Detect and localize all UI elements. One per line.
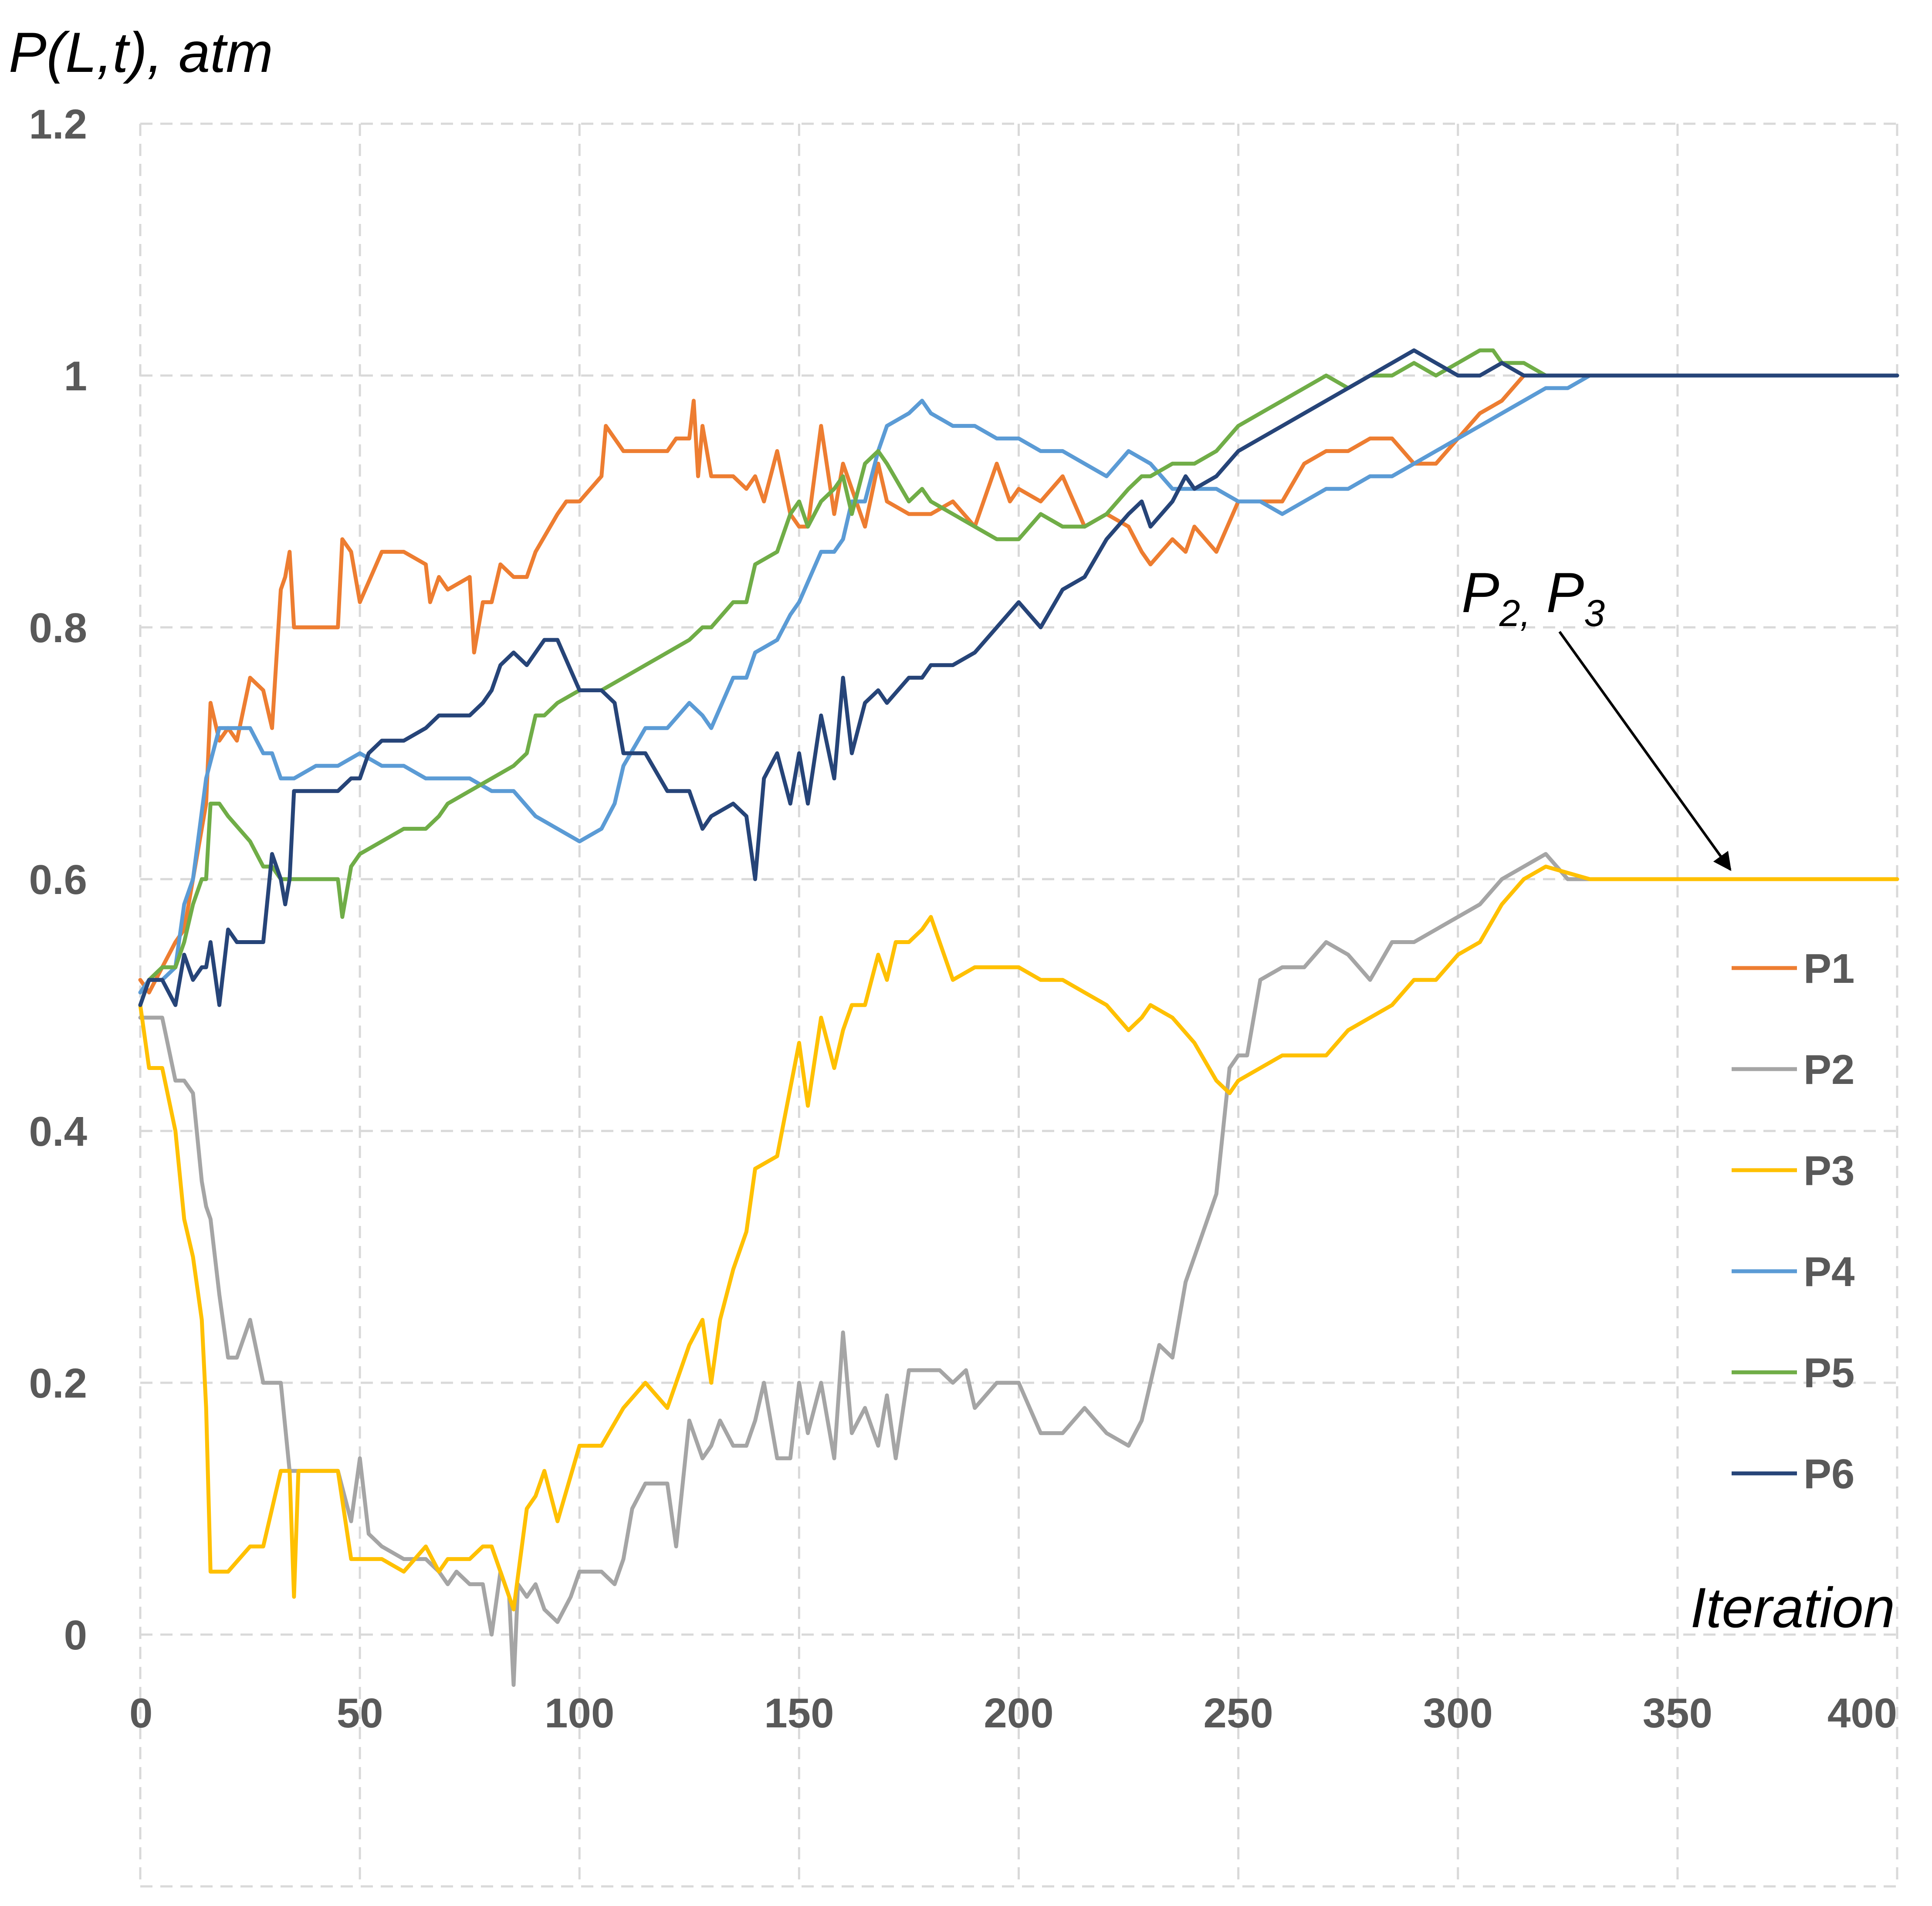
x-tick-label-6: 300 [1423, 1690, 1493, 1737]
legend-item-p5: P5 [1732, 1350, 1854, 1396]
x-tick-label-4: 200 [984, 1690, 1053, 1737]
series-lines [138, 348, 1899, 1687]
legend-item-p3: P3 [1732, 1148, 1854, 1194]
legend-item-p2: P2 [1732, 1046, 1854, 1093]
y-axis-tick-labels: 0 0.2 0.4 0.6 0.8 1 1.2 [29, 101, 87, 1659]
y-axis-title: P(L,t), atm [9, 20, 273, 84]
gridlines [139, 122, 1898, 1888]
legend-label: P5 [1803, 1350, 1854, 1396]
x-tick-label-3: 150 [764, 1690, 834, 1737]
x-axis-title: Iteration [1690, 1576, 1895, 1639]
x-tick-label-1: 50 [337, 1690, 383, 1737]
legend-label: P2 [1803, 1046, 1854, 1093]
y-tick-label-4: 0.8 [29, 605, 87, 651]
x-tick-label-0: 0 [129, 1690, 152, 1737]
legend-item-p6: P6 [1732, 1451, 1854, 1497]
legend-label: P3 [1803, 1148, 1854, 1194]
legend-label: P1 [1803, 945, 1854, 992]
y-tick-label-5: 1 [64, 353, 87, 399]
x-tick-label-5: 250 [1204, 1690, 1273, 1737]
series-line-p1 [138, 373, 1899, 995]
y-tick-label-2: 0.4 [29, 1108, 87, 1155]
y-tick-label-3: 0.6 [29, 857, 87, 903]
x-axis-tick-labels: 0 50 100 150 200 250 300 350 400 [129, 1690, 1897, 1737]
legend-label: P6 [1803, 1451, 1854, 1497]
x-tick-label-8: 400 [1827, 1690, 1897, 1737]
y-tick-label-6: 1.2 [29, 101, 87, 148]
y-tick-label-0: 0 [64, 1612, 87, 1659]
annotation-p2-p3: P2, P3 [1462, 561, 1732, 871]
x-tick-label-2: 100 [545, 1690, 614, 1737]
annotation-arrow [1558, 631, 1732, 871]
series-line-p4 [138, 373, 1899, 995]
legend-label: P4 [1803, 1249, 1854, 1295]
y-tick-label-1: 0.2 [29, 1360, 87, 1407]
series-line-p6 [138, 348, 1899, 1007]
annotation-label: P2, P3 [1462, 561, 1605, 634]
x-tick-label-7: 350 [1643, 1690, 1712, 1737]
series-line-p3 [138, 864, 1899, 1611]
legend-item-p4: P4 [1732, 1249, 1854, 1295]
legend: P1 P2 P3 P4 P5 P6 [1732, 945, 1854, 1497]
legend-item-p1: P1 [1732, 945, 1854, 992]
